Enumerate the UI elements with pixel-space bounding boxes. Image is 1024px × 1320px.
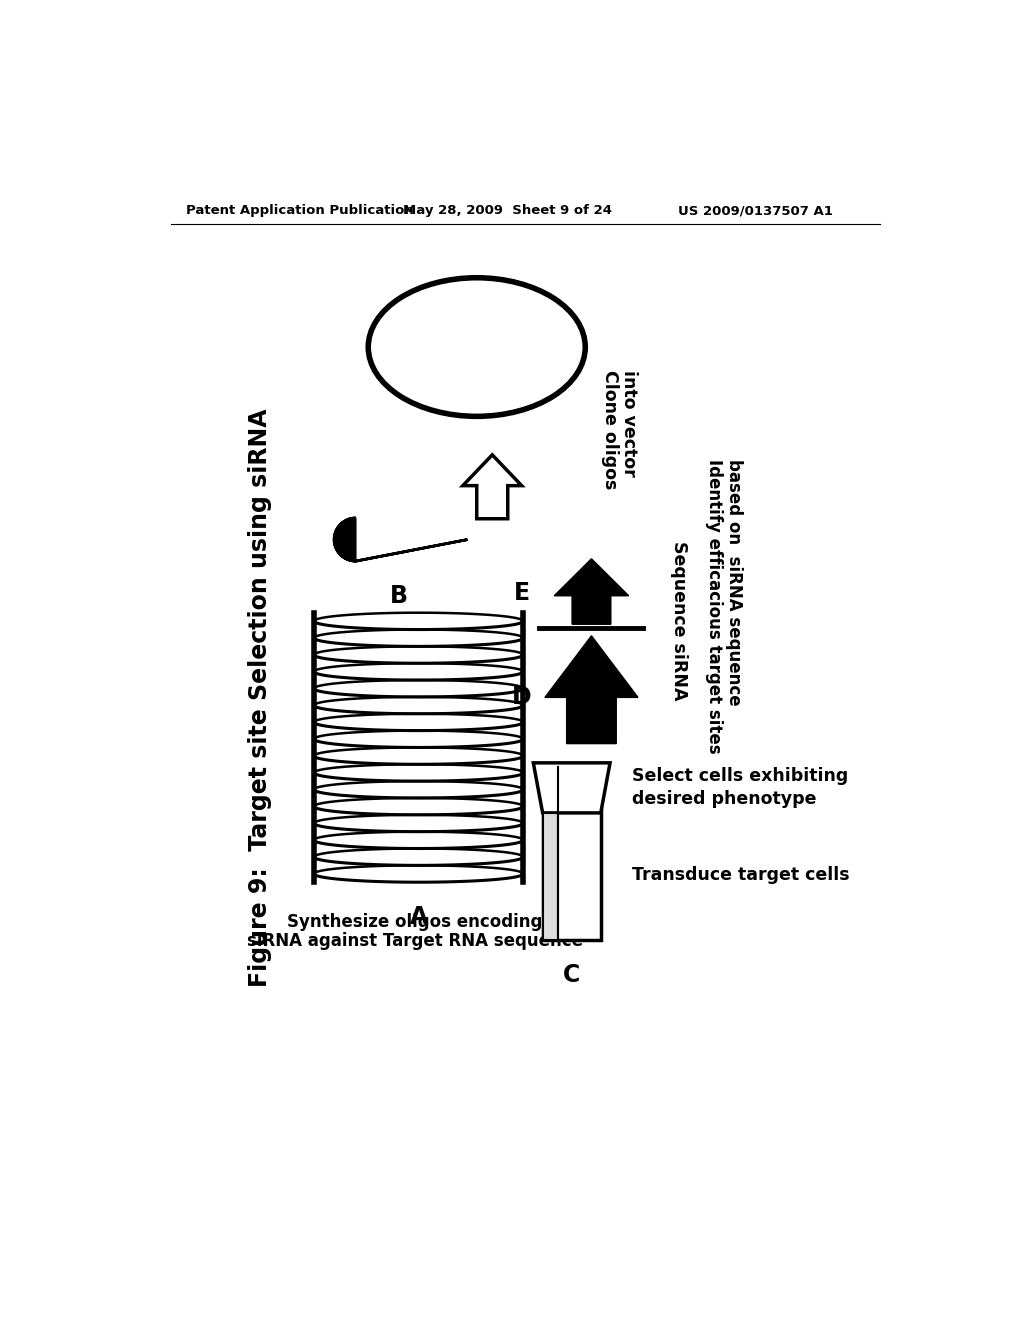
Text: A: A [410, 906, 428, 929]
Text: Clone oligos: Clone oligos [601, 370, 618, 490]
Text: E: E [514, 581, 529, 606]
Text: US 2009/0137507 A1: US 2009/0137507 A1 [678, 205, 834, 218]
Text: C: C [563, 964, 581, 987]
Polygon shape [334, 517, 467, 561]
Text: Identify efficacious target sites: Identify efficacious target sites [706, 459, 723, 754]
Text: Transduce target cells: Transduce target cells [632, 866, 849, 883]
Text: Synthesize oligos encoding: Synthesize oligos encoding [287, 913, 543, 931]
Text: Figure 9:  Target site Selection using siRNA: Figure 9: Target site Selection using si… [248, 408, 271, 986]
Polygon shape [543, 813, 558, 940]
Polygon shape [554, 558, 629, 624]
Text: B: B [390, 585, 409, 609]
Text: Patent Application Publication: Patent Application Publication [186, 205, 414, 218]
Text: Select cells exhibiting: Select cells exhibiting [632, 767, 848, 784]
Text: based on  siRNA sequence: based on siRNA sequence [725, 459, 742, 705]
Text: Sequence siRNA: Sequence siRNA [671, 541, 688, 700]
Text: siRNA against Target RNA sequence: siRNA against Target RNA sequence [247, 932, 583, 950]
Polygon shape [534, 763, 610, 813]
Text: into vector: into vector [621, 370, 638, 477]
Text: May 28, 2009  Sheet 9 of 24: May 28, 2009 Sheet 9 of 24 [403, 205, 612, 218]
Text: D: D [512, 685, 531, 709]
Text: desired phenotype: desired phenotype [632, 789, 816, 808]
Polygon shape [334, 517, 356, 561]
Bar [543, 809, 601, 940]
Polygon shape [545, 636, 638, 743]
Ellipse shape [369, 277, 586, 416]
Polygon shape [463, 455, 521, 519]
